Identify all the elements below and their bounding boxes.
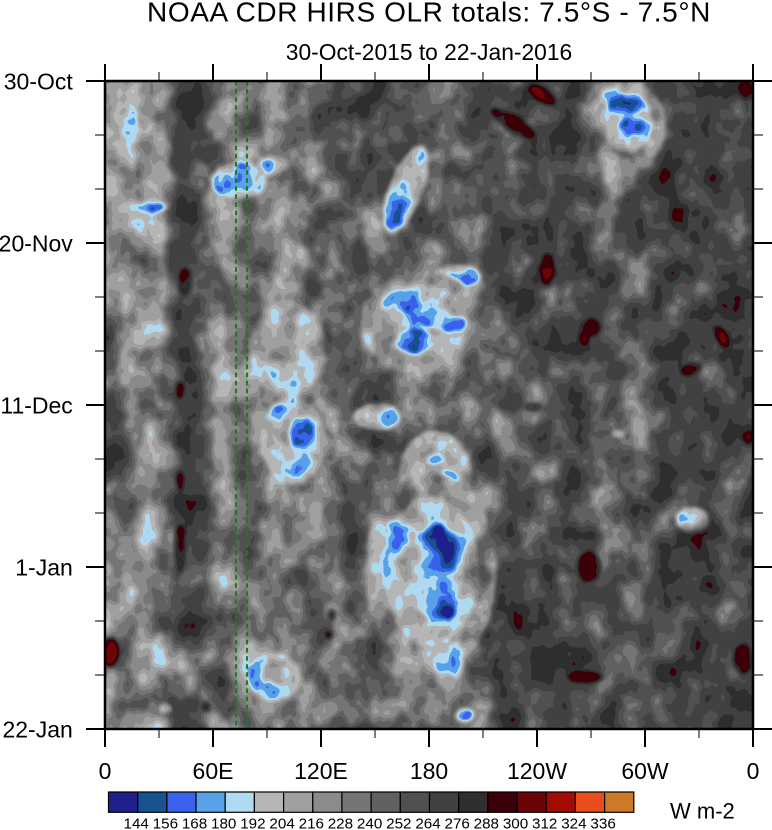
svg-text:22-Jan: 22-Jan xyxy=(2,716,72,742)
svg-text:30-Oct: 30-Oct xyxy=(4,68,74,94)
svg-text:192: 192 xyxy=(240,815,265,830)
svg-text:252: 252 xyxy=(386,815,411,830)
svg-text:168: 168 xyxy=(182,815,207,830)
svg-text:20-Nov: 20-Nov xyxy=(0,230,73,256)
svg-text:0: 0 xyxy=(99,758,112,784)
svg-text:W m-2: W m-2 xyxy=(670,799,735,824)
svg-text:1-Jan: 1-Jan xyxy=(15,554,73,580)
svg-text:276: 276 xyxy=(445,815,470,830)
svg-text:204: 204 xyxy=(269,815,294,830)
svg-text:60E: 60E xyxy=(193,758,234,784)
svg-text:240: 240 xyxy=(357,815,382,830)
svg-text:60W: 60W xyxy=(621,758,669,784)
svg-text:NOAA CDR HIRS OLR totals: 7.5°: NOAA CDR HIRS OLR totals: 7.5°S - 7.5°N xyxy=(147,0,711,28)
svg-text:288: 288 xyxy=(474,815,499,830)
svg-text:120E: 120E xyxy=(294,758,348,784)
svg-text:264: 264 xyxy=(415,815,440,830)
svg-text:156: 156 xyxy=(153,815,178,830)
svg-text:180: 180 xyxy=(410,758,448,784)
svg-text:180: 180 xyxy=(211,815,236,830)
svg-text:0: 0 xyxy=(747,758,760,784)
svg-text:300: 300 xyxy=(503,815,528,830)
svg-text:120W: 120W xyxy=(507,758,567,784)
svg-text:11-Dec: 11-Dec xyxy=(0,392,72,418)
svg-text:228: 228 xyxy=(328,815,353,830)
svg-text:312: 312 xyxy=(532,815,557,830)
svg-text:324: 324 xyxy=(561,815,586,830)
svg-text:216: 216 xyxy=(299,815,324,830)
svg-text:30-Oct-2015 to 22-Jan-2016: 30-Oct-2015 to 22-Jan-2016 xyxy=(286,39,572,65)
svg-text:144: 144 xyxy=(124,815,149,830)
svg-text:336: 336 xyxy=(590,815,615,830)
